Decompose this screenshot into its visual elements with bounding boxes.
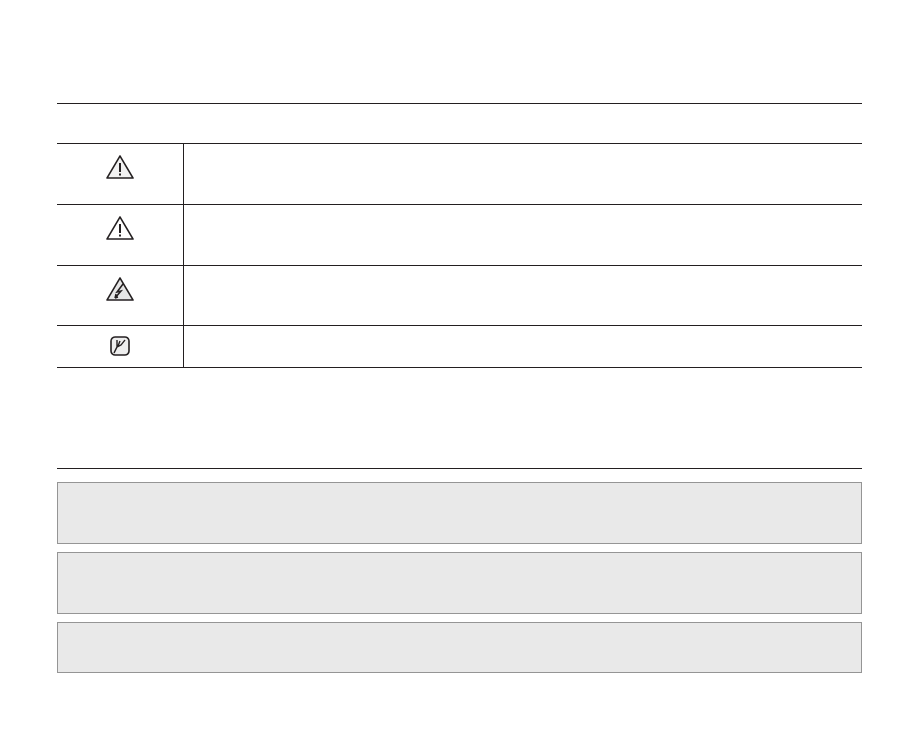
notice-box: [57, 552, 862, 614]
row-text: [184, 205, 862, 265]
symbol-table: [57, 143, 862, 368]
table-row: [57, 144, 862, 205]
notice-box: [57, 482, 862, 544]
warning-triangle-icon: [106, 155, 134, 179]
note-icon: [110, 336, 130, 356]
electric-shock-icon: [106, 277, 134, 301]
row-text: [184, 266, 862, 325]
row-text: [184, 144, 862, 204]
table-row: [57, 326, 862, 368]
row-text: [184, 326, 862, 367]
table-row: [57, 205, 862, 266]
top-rule: [57, 103, 862, 104]
caution-triangle-icon: [106, 216, 134, 240]
notice-box: [57, 622, 862, 673]
table-row: [57, 266, 862, 326]
section-rule: [57, 468, 862, 469]
